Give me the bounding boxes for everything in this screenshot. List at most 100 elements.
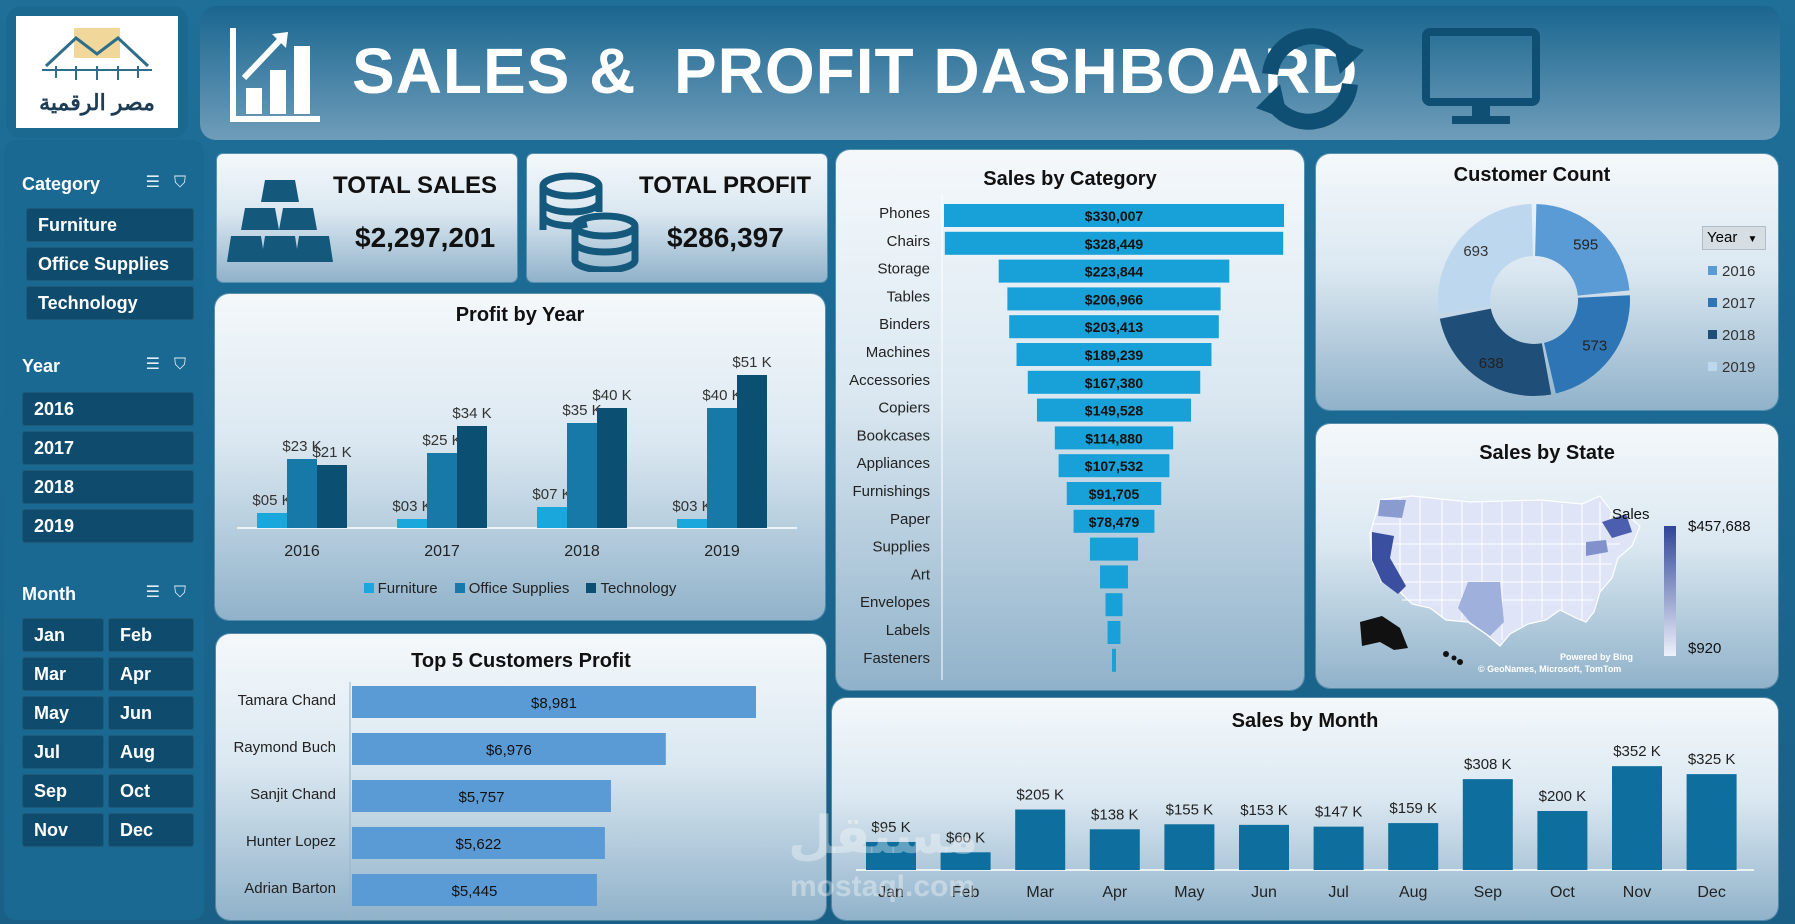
logo-text: مصر الرقمية (39, 90, 155, 116)
bar-office-supplies-2017 (427, 453, 457, 528)
slicer-item-2017[interactable]: 2017 (22, 431, 194, 465)
data-label: $91,705 (1089, 486, 1140, 502)
sales-by-state-card: Sales by State Sales $457,688 $920 Power… (1316, 424, 1778, 688)
top-customers-chart: Tamara Chand $8,981 Raymond Buch $6,976 Sanj… (233, 682, 756, 920)
slicer-item-sep[interactable]: Sep (22, 774, 104, 808)
category-label: Furnishings (852, 483, 930, 500)
customer-bar (352, 686, 756, 718)
x-tick-label: Aug (1399, 884, 1427, 901)
slicer-item-jul[interactable]: Jul (22, 735, 104, 769)
watermark-latin: mostaql.com (790, 870, 976, 903)
data-label: $149,528 (1085, 403, 1144, 419)
slicer-item-jan[interactable]: Jan (22, 618, 104, 652)
category-label: Supplies (872, 539, 930, 556)
slicer-item-technology[interactable]: Technology (26, 286, 194, 320)
customer-name: Raymond Buch (233, 739, 336, 756)
sales-by-category-card: Sales by Category Phones $330,007 Chairs $3… (836, 150, 1304, 690)
month-bar-jul (1313, 826, 1364, 870)
slicer-item-feb[interactable]: Feb (108, 618, 194, 652)
data-label: $138 K (1091, 806, 1139, 823)
funnel-bar (1016, 343, 1212, 366)
legend-furniture: Furniture (363, 580, 438, 597)
month-bar-dec (1686, 774, 1737, 870)
bar-technology-2019 (737, 375, 767, 528)
slicer-item-office-supplies[interactable]: Office Supplies (26, 247, 194, 281)
x-tick-label: Jul (1328, 884, 1348, 901)
category-label: Fasteners (863, 650, 930, 667)
category-label: Labels (886, 622, 930, 639)
clear-filter-icon[interactable]: ⛉ (173, 172, 186, 191)
month-bar-feb (940, 852, 991, 870)
gold-bars-icon (227, 180, 333, 262)
slicer-item-apr[interactable]: Apr (108, 657, 194, 691)
funnel-bar (1073, 509, 1155, 533)
data-label: $21 K (312, 444, 351, 461)
bar-furniture-2019 (677, 519, 707, 528)
month-bar-nov (1612, 766, 1662, 870)
x-tick-label: 2019 (704, 543, 740, 560)
data-label: $153 K (1240, 802, 1288, 819)
legend-label: 2018 (1722, 327, 1755, 344)
data-label: $328,449 (1085, 236, 1144, 252)
legend-technology: Technology (586, 580, 676, 597)
clear-filter-icon[interactable]: ⛉ (173, 582, 186, 601)
legend-label: 2019 (1722, 359, 1755, 376)
slicer-item-2018[interactable]: 2018 (22, 470, 194, 504)
sales-by-month-card: Sales by Month $95 K Jan $60 K Feb $205 K Mar… (832, 698, 1778, 920)
x-tick-label: 2016 (284, 543, 320, 560)
customer-count-card: Customer Count 595 573 638 693 2016 2017 2018 2… (1316, 154, 1778, 410)
funnel-bar (1007, 287, 1221, 311)
category-label: Envelopes (860, 594, 930, 611)
data-label: $05 K (252, 492, 291, 509)
sales-by-state-title: Sales by State (1479, 442, 1615, 464)
slicer-item-dec[interactable]: Dec (108, 813, 194, 847)
legend-label: 2016 (1722, 263, 1755, 280)
donut-slice-2016 (1535, 204, 1630, 296)
donut-slice-2019 (1438, 204, 1533, 315)
month-bar-mar (1015, 809, 1066, 870)
total-profit-card: TOTAL PROFIT $286,397 (527, 154, 827, 282)
category-slicer-title: Category (22, 174, 101, 194)
funnel-bar (1107, 621, 1121, 644)
multi-select-icon[interactable]: ☰ (145, 172, 160, 191)
bar-technology-2016 (317, 465, 347, 528)
year-filter-dropdown[interactable]: Year ▼ (1702, 226, 1766, 250)
slicer-item-may[interactable]: May (22, 696, 104, 730)
funnel-bar (998, 259, 1230, 283)
data-label: $223,844 (1085, 264, 1144, 280)
slicer-item-furniture[interactable]: Furniture (26, 208, 194, 242)
legend-label: 2017 (1722, 295, 1755, 312)
data-label: $159 K (1389, 800, 1437, 817)
category-label: Tables (887, 288, 930, 305)
total-profit-value: $286,397 (667, 222, 784, 253)
year-slicer-title: Year (22, 356, 61, 376)
data-label: $95 K (871, 819, 910, 836)
category-label: Accessories (849, 372, 930, 389)
slicer-item-aug[interactable]: Aug (108, 735, 194, 769)
month-bar-aug (1388, 823, 1439, 870)
data-label: $189,239 (1085, 347, 1144, 363)
slicer-item-2019[interactable]: 2019 (22, 509, 194, 543)
multi-select-icon[interactable]: ☰ (145, 354, 160, 373)
legend-swatch (1708, 298, 1717, 307)
data-label: $155 K (1166, 801, 1214, 818)
slicer-item-2016[interactable]: 2016 (22, 392, 194, 426)
slicer-item-mar[interactable]: Mar (22, 657, 104, 691)
funnel-bar (1009, 315, 1219, 339)
month-bar-apr (1089, 829, 1140, 870)
data-label: $114,880 (1085, 430, 1143, 446)
map-attribution-sources: © GeoNames, Microsoft, TomTom (1478, 664, 1622, 674)
slicer-item-oct[interactable]: Oct (108, 774, 194, 808)
x-tick-label: Nov (1623, 884, 1651, 901)
coins-icon (539, 172, 639, 272)
customer-count-title: Customer Count (1453, 164, 1611, 186)
multi-select-icon[interactable]: ☰ (145, 582, 160, 601)
data-label: $8,981 (531, 695, 577, 712)
refresh-icon[interactable] (1250, 24, 1370, 134)
slicer-item-nov[interactable]: Nov (22, 813, 104, 847)
monitor-icon[interactable] (1422, 28, 1540, 128)
clear-filter-icon[interactable]: ⛉ (173, 354, 186, 373)
profit-by-year-legend: Furniture Office Supplies Technology (215, 578, 825, 597)
slicer-item-jun[interactable]: Jun (108, 696, 194, 730)
data-label: $23 K (282, 438, 321, 455)
